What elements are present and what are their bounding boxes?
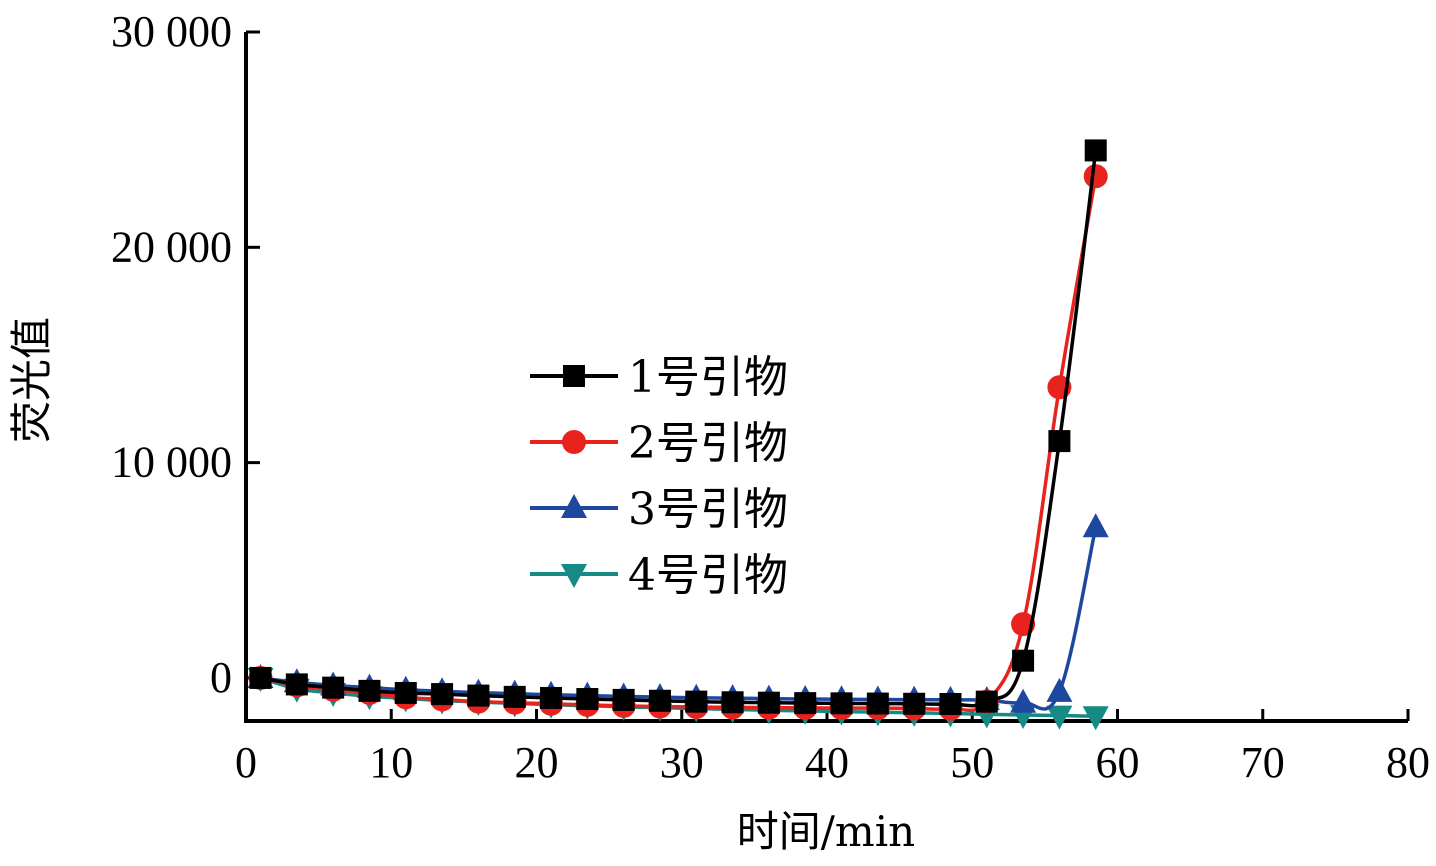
y-tick-label: 20 000 — [111, 222, 232, 271]
x-tick-label: 0 — [235, 738, 257, 787]
legend-label: 3号引物 — [628, 484, 788, 535]
data-point — [1048, 430, 1071, 453]
data-point — [431, 683, 454, 706]
data-point — [612, 688, 635, 711]
data-point — [1083, 164, 1108, 189]
data-point — [1046, 705, 1073, 730]
data-point — [903, 692, 926, 715]
data-point — [1012, 649, 1035, 672]
data-point — [540, 686, 563, 709]
legend-item-2: 2号引物 — [530, 418, 788, 469]
data-point — [467, 684, 490, 707]
legend-marker — [561, 494, 587, 518]
data-point — [866, 692, 889, 715]
data-point — [1046, 677, 1073, 702]
data-point — [685, 690, 708, 713]
x-tick-label: 40 — [805, 738, 849, 787]
data-point — [830, 692, 853, 715]
data-point — [721, 691, 744, 714]
data-point — [794, 692, 817, 715]
data-point — [576, 688, 599, 711]
axes: 0 10 20 30 40 50 60 70 80 0 10 000 20 000 30 000 — [111, 7, 1430, 787]
data-point — [503, 685, 526, 708]
x-tick-label: 20 — [515, 738, 559, 787]
data-point — [757, 691, 780, 714]
legend-marker — [562, 430, 586, 454]
legend-item-3: 3号引物 — [530, 484, 788, 535]
y-tick-label: 10 000 — [111, 438, 232, 487]
y-axis-title: 荧光值 — [7, 317, 56, 443]
legend-label: 1号引物 — [628, 352, 788, 403]
data-point — [975, 690, 998, 713]
data-point — [285, 673, 308, 696]
series-1 — [249, 139, 1107, 715]
y-tick-label: 0 — [210, 653, 232, 702]
data-point — [1084, 139, 1107, 162]
data-point — [1082, 513, 1109, 538]
legend-label: 4号引物 — [628, 550, 788, 601]
legend-marker — [561, 564, 587, 588]
data-point — [394, 682, 417, 705]
legend-item-4: 4号引物 — [530, 550, 788, 601]
legend-label: 2号引物 — [628, 418, 788, 469]
x-tick-label: 60 — [1096, 738, 1140, 787]
legend-item-1: 1号引物 — [530, 352, 788, 403]
x-tick-label: 50 — [950, 738, 994, 787]
x-tick-label: 70 — [1241, 738, 1285, 787]
x-axis-title: 时间/min — [737, 807, 915, 856]
x-tick-label: 30 — [660, 738, 704, 787]
data-point — [249, 666, 272, 689]
data-point — [648, 689, 671, 712]
series-layer — [247, 139, 1109, 731]
y-tick-label: 30 000 — [111, 7, 232, 56]
x-tick-label: 10 — [369, 738, 413, 787]
data-point — [322, 676, 345, 699]
legend-marker — [563, 365, 585, 387]
data-point — [1082, 706, 1109, 731]
data-point — [358, 679, 381, 702]
legend: 1号引物 2号引物 3号引物 4号引物 — [530, 352, 788, 601]
data-point — [1010, 688, 1037, 713]
data-point — [939, 692, 962, 715]
x-tick-label: 80 — [1386, 738, 1430, 787]
